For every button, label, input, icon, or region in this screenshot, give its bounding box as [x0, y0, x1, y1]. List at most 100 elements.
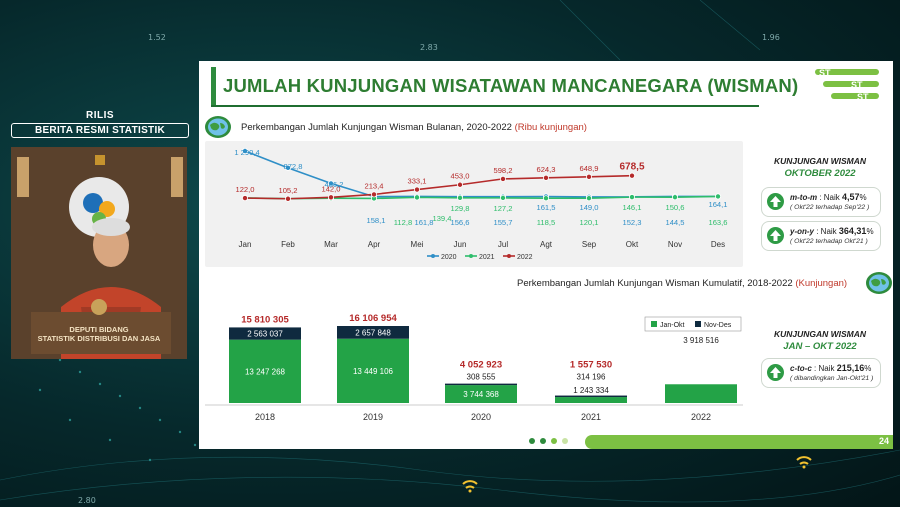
data-label-2022: 142,0 — [321, 184, 340, 193]
ctoc-label: c-to-c — [790, 364, 812, 373]
data-point-2022 — [456, 181, 463, 188]
chart1-subtitle: Perkembangan Jumlah Kunjungan Wisman Bul… — [241, 122, 587, 133]
x-tick-label: 2019 — [363, 412, 383, 422]
series-line-2022 — [244, 174, 633, 200]
legend-marker-2022 — [507, 254, 511, 258]
x-tick-label: Mar — [324, 240, 338, 249]
data-label-2020: 156,6 — [450, 218, 469, 227]
bar-chart-cumulative: 13 247 268 2 563 037 15 810 305 2018 13 449 … — [205, 313, 743, 422]
data-label-2022: 333,1 — [407, 177, 426, 186]
presentation-slide: JUMLAH KUNJUNGAN WISATAWAN MANCANEGARA (… — [199, 61, 893, 449]
ctoc-value: 215,16 — [836, 363, 865, 373]
nameplate-line2: STATISTIK DISTRIBUSI DAN JASA — [37, 334, 161, 343]
brs-label: BERITA RESMI STATISTIK — [11, 123, 189, 138]
footer-bar — [585, 435, 893, 449]
line-chart-monthly: 122,0 105,2 142,0 213,4 333,1 453,0 598,2 624,3… — [234, 148, 727, 261]
data-label-2021: 139,4 — [432, 214, 451, 223]
data-label-total: 1 557 530 — [570, 360, 612, 371]
up-arrow-icon — [767, 193, 784, 210]
bg-number: 1.96 — [762, 33, 780, 42]
data-label-2022: 624,3 — [536, 165, 555, 174]
x-tick-label: Sep — [582, 240, 597, 249]
data-label-2020: 1 290,4 — [234, 148, 259, 157]
x-tick-label: Nov — [668, 240, 682, 249]
nav-dot — [562, 438, 568, 444]
data-label-2020: 158,1 — [366, 216, 385, 225]
legend-swatch-Nov-Des — [695, 321, 701, 327]
title-underline — [211, 105, 759, 107]
data-point-2022 — [285, 195, 292, 202]
data-label-jan-okt: 13 247 268 — [245, 367, 286, 376]
data-label-total: 16 106 954 — [349, 313, 397, 324]
data-point-2021 — [542, 195, 549, 202]
yony-note: ( Okt'22 terhadap Okt'21 ) — [790, 238, 868, 245]
data-label-2020: 144,5 — [665, 218, 684, 227]
svg-text:ST: ST — [857, 92, 869, 102]
legend-marker-2020 — [431, 254, 435, 258]
data-label-2022: 648,9 — [579, 164, 598, 173]
data-label-2022: 453,0 — [450, 172, 469, 181]
mtom-box: m-to-m : Naik 4,57% ( Okt'22 terhadap Se… — [761, 187, 881, 217]
data-point-2021 — [413, 194, 420, 201]
bar-nov-des — [337, 326, 409, 339]
data-label-nov-des: 308 555 — [467, 373, 496, 382]
bar-jan-okt — [555, 397, 627, 403]
bar-jan-okt — [445, 385, 517, 403]
data-point-2022 — [628, 172, 635, 179]
x-tick-label: Jun — [454, 240, 467, 249]
data-label-jan-okt: 13 449 106 — [353, 367, 394, 376]
data-label-2021: 112,8 — [394, 218, 412, 227]
x-tick-label: Agt — [540, 240, 553, 249]
data-point-2021 — [456, 194, 463, 201]
legend-label: 2020 — [441, 254, 457, 261]
data-label-2020: 872,8 — [283, 162, 302, 171]
legend-swatch-Jan-Okt — [651, 321, 657, 327]
bg-number: 1.52 — [148, 33, 166, 42]
data-point-2022 — [242, 195, 249, 202]
yony-label: y-on-y — [790, 227, 814, 236]
chart1-title: Perkembangan Jumlah Kunjungan Wisman Bul… — [241, 122, 515, 133]
mtom-label: m-to-m — [790, 193, 818, 202]
data-point-2021 — [585, 195, 592, 202]
data-point-2022 — [542, 174, 549, 181]
data-label-nov-des: 2 657 848 — [355, 328, 391, 337]
data-label-2020: 155,7 — [493, 218, 512, 227]
st2023-logo: ST ST ST — [815, 68, 879, 102]
slide-title: JUMLAH KUNJUNGAN WISATAWAN MANCANEGARA (… — [223, 75, 799, 96]
nav-dot — [551, 438, 557, 444]
ctoc-text: : Naik — [811, 364, 837, 373]
x-tick-label: 2022 — [691, 412, 711, 422]
data-label-2022: 598,2 — [493, 166, 512, 175]
chart2-unit: (Kunjungan) — [795, 278, 848, 289]
presenter-image — [11, 147, 187, 359]
yony-box: y-on-y : Naik 364,31% ( Okt'22 terhadap … — [761, 221, 881, 251]
box2-title: KUNJUNGAN WISMAN — [773, 329, 867, 339]
chart1-unit: (Ribu kunjungan) — [514, 122, 587, 133]
mtom-text: : Naik — [817, 193, 843, 202]
globe-icon — [205, 116, 231, 138]
ctoc-note: ( dibandingkan Jan-Okt'21 ) — [790, 375, 874, 382]
data-point-2022 — [370, 191, 377, 198]
x-tick-label: Okt — [626, 240, 639, 249]
bar-jan-okt — [229, 339, 301, 403]
presenter-video: DEPUTI BIDANG STATISTIK DISTRIBUSI DAN J… — [11, 147, 187, 359]
data-label-2020: 486,2 — [324, 180, 343, 189]
x-tick-label: 2018 — [255, 412, 275, 422]
data-point-2020 — [285, 164, 292, 171]
bg-number: 2.83 — [420, 43, 438, 52]
data-label-2022: 678,5 — [619, 162, 644, 173]
x-tick-label: 2021 — [581, 412, 601, 422]
data-label-2021: 118,5 — [537, 218, 555, 227]
data-label-2022: 213,4 — [364, 181, 383, 190]
nav-dot — [540, 438, 546, 444]
legend-box — [644, 316, 742, 332]
data-label-2020: 152,3 — [622, 218, 641, 227]
box2-subtitle: JAN – OKT 2022 — [783, 341, 857, 352]
page-number: 24 — [878, 436, 889, 446]
data-point-2022 — [585, 173, 592, 180]
up-arrow-icon — [767, 227, 784, 244]
nameplate-line1: DEPUTI BIDANG — [69, 325, 129, 334]
data-label-nov-des: 2 563 037 — [247, 330, 283, 339]
x-tick-label: 2020 — [471, 412, 491, 422]
